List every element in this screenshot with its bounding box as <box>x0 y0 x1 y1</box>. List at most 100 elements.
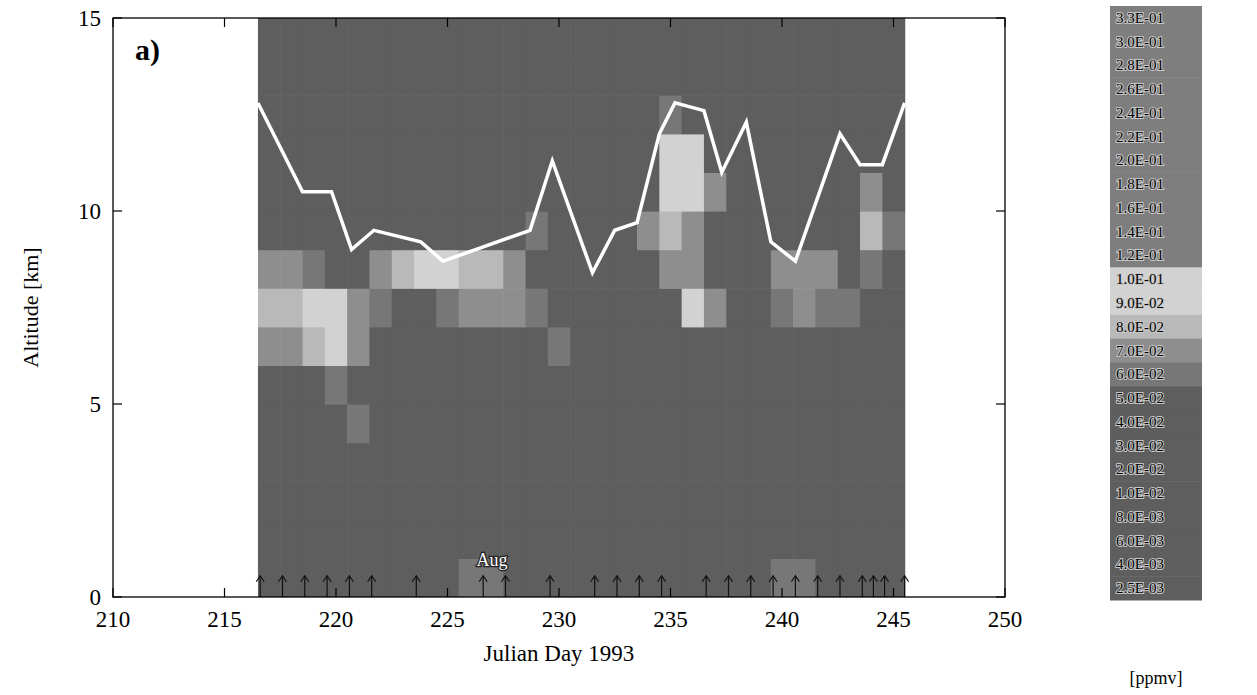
sounding-arrow <box>256 576 264 597</box>
contour-cell <box>592 404 615 443</box>
x-tick <box>447 588 448 597</box>
colorbar-band <box>1110 172 1202 196</box>
contour-cell <box>303 481 326 520</box>
contour-cell <box>637 211 660 250</box>
annotation: Aug <box>477 550 508 570</box>
contour-cell <box>637 404 660 443</box>
arrow-shaft <box>505 576 506 597</box>
contour-cell <box>749 443 772 482</box>
contour-cell <box>280 211 303 250</box>
contour-cell <box>436 327 459 366</box>
contour-cell <box>838 365 861 404</box>
contour-cell <box>280 57 303 96</box>
contour-cell <box>414 520 437 559</box>
arrow-head <box>412 576 420 582</box>
contour-cell <box>704 404 727 443</box>
arrow-head <box>546 576 554 582</box>
contour-cell <box>682 481 705 520</box>
colorbar-band <box>1110 220 1202 244</box>
contour-cell <box>325 250 348 289</box>
arrow-shaft <box>594 576 595 597</box>
contour-cell <box>771 18 794 57</box>
contour-cell <box>481 95 504 134</box>
contour-cell <box>325 404 348 443</box>
arrow-shaft <box>873 576 874 597</box>
contour-cell <box>615 57 638 96</box>
colorbar-label: 1.4E-01 <box>1116 224 1164 240</box>
colorbar-band <box>1110 101 1202 125</box>
contour-cell <box>659 443 682 482</box>
contour-cell <box>392 57 415 96</box>
contour-cell <box>459 18 482 57</box>
arrow-head <box>368 576 376 582</box>
contour-cell <box>481 365 504 404</box>
contour-cell <box>459 443 482 482</box>
colorbar-label: 1.6E-01 <box>1116 200 1164 216</box>
contour-cell <box>570 520 593 559</box>
contour-cell <box>771 288 794 327</box>
contour-cell <box>526 443 549 482</box>
arrow-head <box>814 576 822 582</box>
contour-cell <box>503 443 526 482</box>
contour-cell <box>592 443 615 482</box>
contour-cell <box>303 443 326 482</box>
contour-cell <box>860 134 883 173</box>
contour-cell <box>682 172 705 211</box>
contour-cell <box>704 250 727 289</box>
contour-cell <box>592 327 615 366</box>
contour-cell <box>570 18 593 57</box>
plot-background <box>113 18 1005 597</box>
arrow-head <box>256 576 264 582</box>
contour-cell <box>258 172 281 211</box>
contour-cell <box>882 57 905 96</box>
contour-cell <box>882 172 905 211</box>
contour-cell <box>704 327 727 366</box>
contour-cell <box>749 481 772 520</box>
contour-cell <box>369 250 392 289</box>
arrow-head <box>724 576 732 582</box>
contour-cell <box>526 404 549 443</box>
contour-cell <box>436 558 459 597</box>
contour-cell <box>392 288 415 327</box>
colorbar-label: 2.0E-02 <box>1116 461 1164 477</box>
contour-cell <box>503 250 526 289</box>
x-tick <box>112 588 113 597</box>
contour-cell <box>459 211 482 250</box>
contour-cell <box>436 95 459 134</box>
contour-cell <box>882 365 905 404</box>
contour-cell <box>726 327 749 366</box>
contour-cell <box>793 172 816 211</box>
contour-cell <box>815 327 838 366</box>
contour-cell <box>659 481 682 520</box>
colorbar-label: 8.0E-02 <box>1116 319 1164 335</box>
colorbar-band <box>1110 30 1202 54</box>
sounding-arrow <box>591 576 599 597</box>
contour-cell <box>548 443 571 482</box>
contour-cell <box>526 365 549 404</box>
contour-cell <box>347 134 370 173</box>
contour-cell <box>637 57 660 96</box>
contour-cell <box>459 481 482 520</box>
contour-cell <box>704 520 727 559</box>
contour-cell <box>481 327 504 366</box>
contour-cell <box>615 365 638 404</box>
arrow-head <box>869 576 877 582</box>
arrow-shaft <box>483 576 484 597</box>
contour-cell <box>838 443 861 482</box>
arrow-shaft <box>904 576 905 597</box>
contour-cell <box>793 134 816 173</box>
colorbar-band <box>1110 529 1202 553</box>
contour-cell <box>726 95 749 134</box>
x-tick-top <box>893 18 894 27</box>
contour-cell <box>838 134 861 173</box>
contour-cell <box>815 443 838 482</box>
contour-cell <box>860 250 883 289</box>
contour-cell <box>793 327 816 366</box>
colorbar-label: 5.0E-02 <box>1116 390 1164 406</box>
arrow-head <box>501 576 509 582</box>
contour-cell <box>570 443 593 482</box>
contour-cell <box>280 365 303 404</box>
contour-cell <box>682 211 705 250</box>
arrow-head <box>836 576 844 582</box>
contour-cell <box>793 404 816 443</box>
